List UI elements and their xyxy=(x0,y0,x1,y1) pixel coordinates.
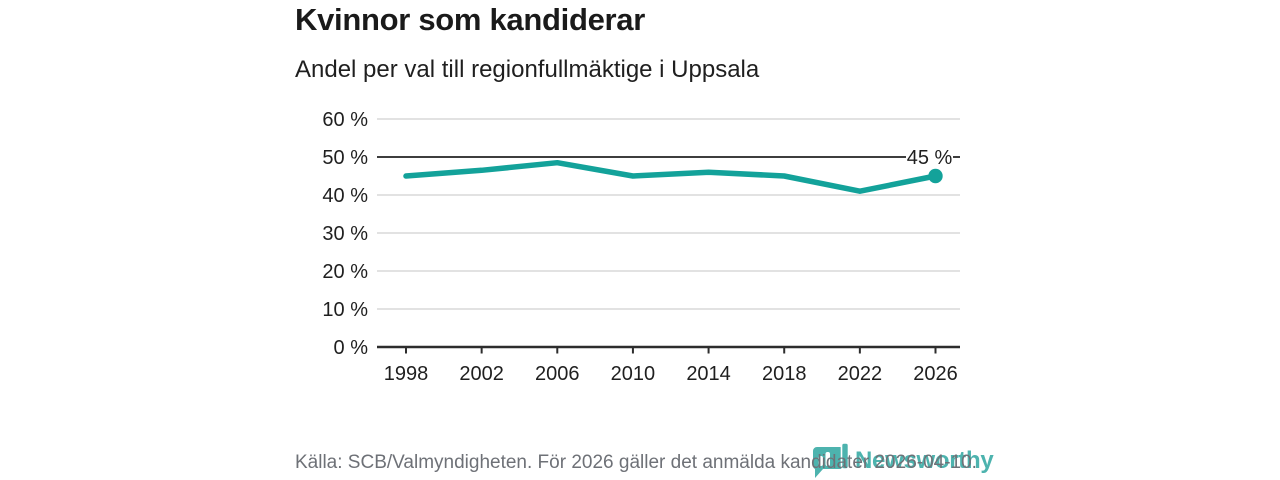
bar-chart-speech-bubble-icon xyxy=(812,442,850,478)
line-chart: 0 % 10 % 20 % 30 % 40 % 50 % 60 % 1998 2002 2006 2… xyxy=(322,109,960,385)
x-axis-tick-label: 2010 xyxy=(611,363,656,385)
chart-title: Kvinnor som kandiderar xyxy=(295,2,645,37)
chart-content: Kvinnor som kandiderar Andel per val til… xyxy=(290,0,994,480)
data-line xyxy=(403,159,939,194)
x-axis-tick-label: 2002 xyxy=(459,363,504,385)
newsworthy-wordmark: Newsworthy xyxy=(855,447,994,474)
source-note: Källa: SCB/Valmyndigheten. För 2026 gäll… xyxy=(295,452,977,473)
x-axis-tick-label: 2014 xyxy=(686,363,731,385)
y-axis-tick-label: 20 % xyxy=(322,261,368,283)
x-axis-tick-label: 2022 xyxy=(838,363,883,385)
y-axis-tick-label: 40 % xyxy=(322,185,368,207)
data-point-marker xyxy=(928,168,943,184)
end-value-label: 45 % xyxy=(907,147,953,169)
y-axis-tick-label: 60 % xyxy=(322,109,368,131)
x-axis-tick-label: 1998 xyxy=(384,363,429,385)
y-axis-tick-label: 30 % xyxy=(322,223,368,245)
newsworthy-logo: Newsworthy xyxy=(811,441,994,480)
y-axis-tick-label: 0 % xyxy=(334,337,369,359)
x-axis-tick-label: 2026 xyxy=(913,363,958,385)
x-axis-tick-label: 2018 xyxy=(762,363,807,385)
end-value-label-halo xyxy=(906,146,953,168)
y-axis-tick-label: 50 % xyxy=(322,147,368,169)
y-axis-tick-label: 10 % xyxy=(322,299,368,321)
chart-subtitle: Andel per val till regionfullmäktige i U… xyxy=(295,56,760,83)
x-axis-tick-label: 2006 xyxy=(535,363,580,385)
